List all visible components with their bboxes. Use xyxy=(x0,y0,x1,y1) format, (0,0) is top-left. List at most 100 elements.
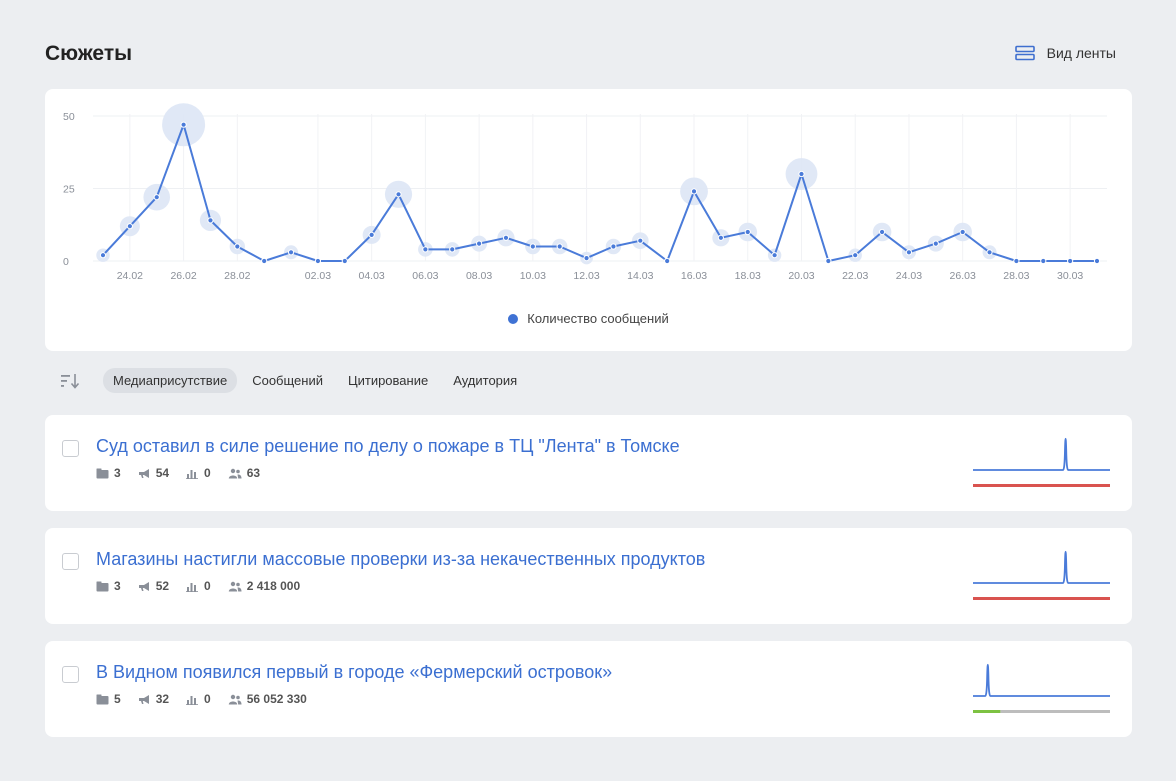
data-point xyxy=(476,240,483,247)
data-point xyxy=(664,257,671,265)
data-point xyxy=(825,257,832,265)
data-point xyxy=(153,194,160,201)
story-card[interactable]: Магазины настигли массовые проверки из-з… xyxy=(45,528,1132,624)
data-point xyxy=(287,249,295,256)
x-tick-label: 06.03 xyxy=(412,270,438,282)
data-point xyxy=(744,228,751,236)
story-sparkline xyxy=(973,663,1110,713)
story-title[interactable]: Магазины настигли массовые проверки из-з… xyxy=(96,549,706,569)
feed-view-button[interactable]: Вид ленты xyxy=(1014,45,1116,61)
sources-icon xyxy=(96,694,109,704)
stat-citations: 0 xyxy=(186,692,211,706)
sort-option-media-presence[interactable]: Медиаприсутствие xyxy=(103,368,238,393)
stat-audience-value: 63 xyxy=(246,466,261,480)
feed-view-icon xyxy=(1014,45,1035,61)
messages-chart: 0 25 50 24.02 26.02 28.02 02.03 04.03 06.03 08.03… xyxy=(45,89,1132,351)
x-tick-label: 04.03 xyxy=(359,270,385,282)
sort-option-messages[interactable]: Сообщений xyxy=(252,373,323,388)
data-point xyxy=(986,249,993,256)
stat-citations: 0 xyxy=(186,579,211,593)
status-bar-segment xyxy=(973,710,1001,713)
stat-citations: 0 xyxy=(186,466,211,480)
story-stats: 3 54 0 63 xyxy=(96,466,277,480)
x-tick-label: 26.03 xyxy=(950,270,976,282)
stat-sources: 5 xyxy=(96,692,121,706)
stat-messages-value: 52 xyxy=(155,579,170,593)
messages-icon xyxy=(138,694,149,704)
story-stats: 5 32 0 56 052 330 xyxy=(96,692,324,706)
stat-citations-value: 0 xyxy=(204,692,211,706)
x-tick-label: 28.02 xyxy=(224,270,250,282)
sort-icon[interactable] xyxy=(60,373,80,389)
story-title[interactable]: В Видном появился первый в городе «Ферме… xyxy=(96,662,613,682)
legend-label: Количество сообщений xyxy=(527,311,669,326)
data-point xyxy=(449,246,456,253)
data-point xyxy=(610,243,617,250)
x-tick-label: 02.03 xyxy=(305,270,331,282)
status-bar-segment xyxy=(973,484,1110,487)
data-point xyxy=(637,237,644,244)
story-card[interactable]: В Видном появился первый в городе «Ферме… xyxy=(45,641,1132,737)
data-point xyxy=(1040,257,1047,265)
data-point xyxy=(529,243,536,250)
sources-icon xyxy=(96,581,109,591)
data-point xyxy=(395,191,402,198)
x-tick-label: 16.03 xyxy=(681,270,707,282)
sparkline-trend xyxy=(973,550,1110,584)
x-tick-label: 30.03 xyxy=(1057,270,1083,282)
story-checkbox[interactable] xyxy=(62,553,79,570)
stat-sources-value: 3 xyxy=(114,579,121,593)
citations-icon xyxy=(186,469,199,479)
sort-option-audience[interactable]: Аудитория xyxy=(453,373,518,388)
sort-bar: Медиаприсутствие Сообщений Цитирование А… xyxy=(60,368,532,393)
stat-citations-value: 0 xyxy=(204,466,211,480)
stat-audience: 63 xyxy=(228,466,260,480)
audience-icon xyxy=(228,468,242,478)
data-point xyxy=(905,249,913,256)
data-point xyxy=(959,228,966,236)
stat-audience: 56 052 330 xyxy=(228,692,307,706)
citations-icon xyxy=(186,582,199,592)
data-point xyxy=(314,257,322,265)
y-tick-label: 0 xyxy=(63,256,69,268)
stat-sources: 3 xyxy=(96,466,121,480)
y-tick-label: 50 xyxy=(63,111,75,123)
data-point xyxy=(261,257,268,265)
data-point xyxy=(1067,257,1074,265)
data-point xyxy=(690,188,698,195)
sparkline-trend xyxy=(973,663,1110,697)
messages-icon xyxy=(138,581,149,591)
data-point xyxy=(1093,257,1101,265)
audience-icon xyxy=(228,581,242,591)
data-point xyxy=(99,252,107,259)
data-point xyxy=(878,228,886,236)
data-point xyxy=(1013,257,1020,265)
feed-view-label: Вид ленты xyxy=(1046,45,1116,61)
story-checkbox[interactable] xyxy=(62,440,79,457)
stat-audience-value: 56 052 330 xyxy=(246,692,307,706)
stat-messages-value: 54 xyxy=(155,466,170,480)
data-point xyxy=(932,240,939,247)
data-point xyxy=(207,217,214,224)
y-tick-label: 25 xyxy=(63,184,75,196)
x-tick-label: 14.03 xyxy=(627,270,653,282)
data-point xyxy=(422,246,429,253)
story-sparkline xyxy=(973,437,1110,487)
data-point xyxy=(341,257,348,265)
chart-legend[interactable]: Количество сообщений xyxy=(45,311,1132,326)
x-tick-label: 08.03 xyxy=(466,270,492,282)
story-card[interactable]: Суд оставил в силе решение по делу о пож… xyxy=(45,415,1132,511)
stat-messages: 32 xyxy=(138,692,169,706)
chart-canvas: 0 25 50 24.02 26.02 28.02 02.03 04.03 06.03 08.03… xyxy=(63,103,1107,282)
messages-icon xyxy=(138,468,149,478)
story-checkbox[interactable] xyxy=(62,666,79,683)
legend-marker xyxy=(508,313,519,324)
sparkline-trend xyxy=(973,437,1110,471)
data-point xyxy=(502,234,510,241)
x-tick-label: 24.03 xyxy=(896,270,922,282)
x-tick-label: 22.03 xyxy=(842,270,868,282)
data-point xyxy=(771,252,778,259)
status-bar-segment xyxy=(973,597,1110,600)
story-title[interactable]: Суд оставил в силе решение по делу о пож… xyxy=(96,436,680,456)
sort-option-citations[interactable]: Цитирование xyxy=(347,373,429,388)
